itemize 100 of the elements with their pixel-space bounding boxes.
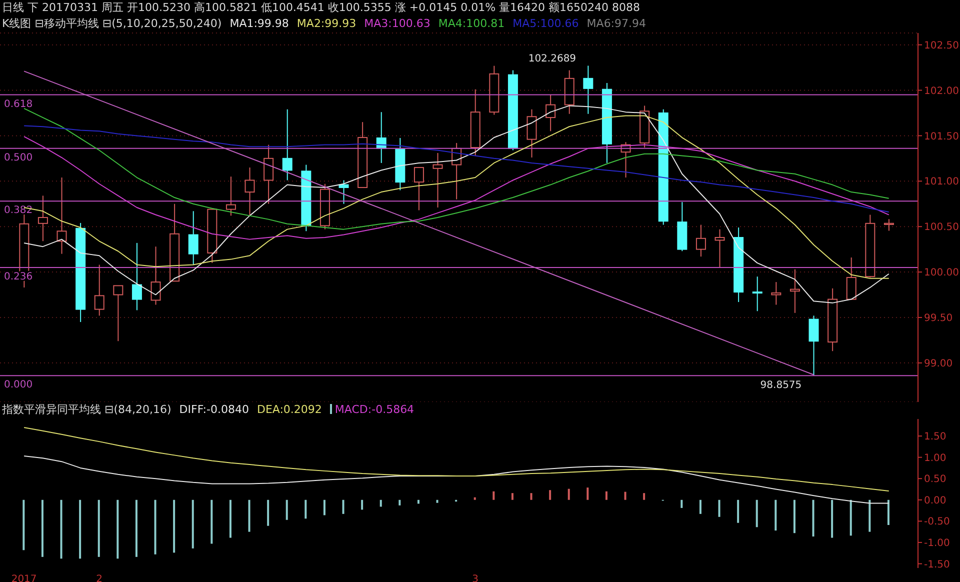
candlestick: [264, 144, 274, 204]
bar: [79, 500, 82, 559]
bar: [436, 500, 438, 503]
bar: [756, 500, 758, 528]
y-tick-label: 101.50: [924, 131, 959, 142]
annotation: 102.2689: [528, 54, 576, 65]
bar: [831, 500, 834, 538]
text: MA5:100.66: [512, 17, 579, 30]
bar: [192, 500, 194, 548]
y-tick-label: -1.50: [924, 559, 950, 570]
bar: [774, 500, 777, 531]
bar: [173, 500, 176, 553]
bar: [718, 500, 720, 517]
bar: [60, 500, 62, 559]
candlestick: [828, 288, 838, 352]
text: MA6:97.94: [586, 17, 646, 30]
line-series: [24, 427, 890, 492]
annotation: 98.8575: [760, 380, 802, 391]
bar: [605, 491, 608, 500]
text: DEA:0.2092: [256, 403, 322, 416]
candlestick: [771, 282, 782, 306]
bar: [248, 500, 250, 532]
text: MA1:99.98: [230, 17, 289, 30]
bar: [868, 500, 871, 532]
y-tick-label: 101.00: [924, 176, 959, 188]
candlestick: [282, 108, 292, 181]
candlestick: [188, 210, 198, 266]
bar: [286, 500, 288, 520]
bar: [380, 500, 382, 507]
bar: [361, 500, 364, 510]
candlestick: [526, 108, 537, 158]
bar: [474, 497, 476, 500]
candlestick: [714, 228, 725, 268]
candlestick: [244, 167, 255, 216]
text: MA4:100.81: [438, 17, 505, 30]
bar: [530, 493, 532, 500]
annotation: 0.618: [4, 98, 33, 110]
y-tick-label: 1.50: [924, 432, 946, 443]
bar: [267, 500, 270, 526]
candlestick: [752, 276, 762, 312]
bar: [680, 500, 683, 508]
annotation: 0.000: [4, 380, 33, 391]
bar: [22, 500, 25, 550]
bar: [116, 500, 119, 559]
text: MA2:99.93: [296, 17, 356, 30]
candlestick: [583, 65, 594, 114]
bar: [568, 488, 570, 500]
y-tick-label: 1.00: [924, 452, 946, 464]
candlestick: [56, 177, 67, 254]
x-tick-label: 3: [472, 574, 478, 582]
candlestick: [132, 242, 142, 311]
text: MA3:100.63: [364, 17, 430, 30]
bar: [887, 500, 890, 526]
candlestick: [884, 218, 894, 232]
bar: [793, 500, 796, 534]
candlestick: [546, 94, 556, 132]
bar: [229, 500, 232, 538]
candlestick: [790, 268, 800, 314]
y-tick-label: -1.00: [924, 538, 950, 550]
candlestick: [38, 195, 48, 242]
bar: [812, 500, 814, 536]
bar: [850, 500, 852, 536]
candlestick: [808, 315, 819, 376]
y-tick-label: 100.50: [924, 222, 959, 234]
bar: [699, 500, 702, 514]
bar: [98, 500, 100, 557]
y-tick-label: 99.50: [924, 313, 953, 324]
bar: [643, 493, 646, 500]
y-tick-label: 0.50: [924, 474, 946, 486]
bar: [549, 490, 552, 500]
bar: [511, 493, 514, 500]
legend-label: MACD:-0.5864: [334, 403, 414, 416]
annotation: 0.382: [4, 205, 33, 216]
chart-subtitle: K线图 ⊟移动平均线 ⊟(5,10,20,25,50,240): [2, 17, 222, 30]
y-tick-label: 102.00: [924, 86, 959, 97]
candlestick: [489, 65, 500, 116]
bar: [210, 500, 213, 544]
bar: [586, 488, 589, 500]
bar: [737, 500, 740, 523]
bar: [41, 500, 44, 557]
y-tick-label: -0.50: [924, 516, 950, 528]
candlestick: [696, 224, 706, 258]
candlestick: [602, 82, 612, 164]
bar: [417, 500, 420, 504]
bar: [492, 491, 495, 500]
y-tick-label: 100.00: [924, 268, 959, 279]
annotation: 0.500: [4, 152, 33, 164]
y-tick-label: 0.00: [924, 495, 946, 506]
bar: [323, 500, 326, 516]
chart-title: 指数平滑异同平均线 ⊟(84,20,16): [2, 403, 172, 416]
x-tick-label: 2017: [11, 574, 37, 582]
y-tick-label: 102.50: [924, 40, 959, 52]
candlestick: [734, 227, 744, 303]
x-tick-label: 2: [96, 574, 102, 582]
bar: [154, 500, 156, 554]
bar: [304, 500, 307, 519]
bar: [624, 492, 626, 500]
line-series: [24, 456, 890, 504]
candlestick: [150, 246, 161, 306]
candlestick: [564, 70, 574, 114]
